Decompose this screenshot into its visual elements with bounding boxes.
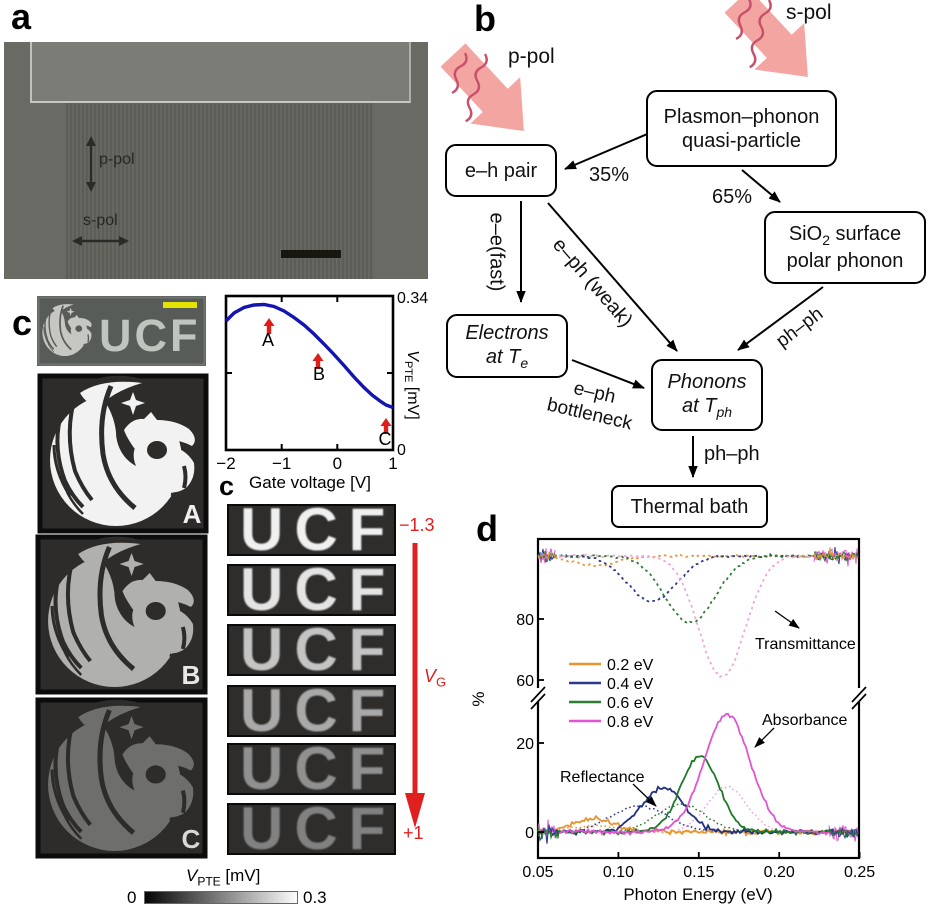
- svg-text:Transmittance: Transmittance: [755, 636, 856, 653]
- svg-text:0: 0: [525, 825, 534, 842]
- svg-text:B: B: [181, 660, 200, 690]
- svg-text:−1: −1: [272, 454, 291, 473]
- svg-text:%: %: [469, 691, 488, 706]
- svg-text:0.6 eV: 0.6 eV: [607, 695, 654, 712]
- svg-text:0: 0: [333, 454, 342, 473]
- svg-text:20: 20: [516, 736, 534, 753]
- svg-text:C: C: [181, 824, 200, 854]
- svg-text:0.10: 0.10: [603, 864, 634, 881]
- svg-text:1: 1: [388, 454, 397, 473]
- svg-text:Gate voltage [V]: Gate voltage [V]: [249, 473, 371, 492]
- svg-text:0.05: 0.05: [522, 864, 553, 881]
- svg-text:0.15: 0.15: [683, 864, 714, 881]
- svg-text:0.34: 0.34: [397, 290, 428, 307]
- svg-text:0.4 eV: 0.4 eV: [607, 676, 654, 693]
- svg-text:80: 80: [516, 612, 534, 629]
- svg-text:Photon Energy (eV): Photon Energy (eV): [623, 885, 772, 904]
- svg-text:VPTE [mV]: VPTE [mV]: [402, 350, 421, 419]
- svg-text:0.25: 0.25: [844, 864, 875, 881]
- svg-text:0.2 eV: 0.2 eV: [607, 657, 654, 674]
- svg-text:0.8 eV: 0.8 eV: [607, 714, 654, 731]
- svg-text:B: B: [313, 364, 325, 384]
- svg-text:C: C: [379, 429, 392, 449]
- svg-text:60: 60: [516, 673, 534, 690]
- svg-text:Absorbance: Absorbance: [762, 712, 847, 729]
- svg-text:Reflectance: Reflectance: [560, 769, 645, 786]
- svg-text:UCF: UCF: [99, 310, 200, 361]
- svg-text:0.20: 0.20: [764, 864, 795, 881]
- svg-text:−2: −2: [216, 454, 235, 473]
- svg-text:A: A: [262, 330, 274, 350]
- svg-text:A: A: [183, 499, 202, 529]
- svg-text:0: 0: [397, 442, 406, 459]
